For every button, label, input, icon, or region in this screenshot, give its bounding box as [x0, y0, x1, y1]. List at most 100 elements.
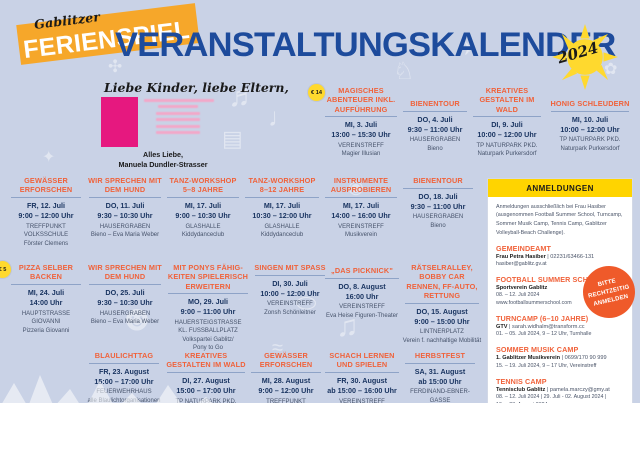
- event-divider: [245, 197, 319, 199]
- event-location: TP NATURPARK PKD.Naturpark Purkersdorf: [470, 142, 544, 159]
- registration-org-contact[interactable]: | sarah.widhalm@transform.cc: [507, 324, 585, 331]
- event-date: MI, 24. Juli 14:00 Uhr: [8, 288, 84, 307]
- event-date: SA, 31. August ab 15:00 Uhr: [402, 367, 478, 386]
- event-title: GEWÄSSER ERFORSCHEN: [19, 176, 73, 195]
- event-divider: [405, 362, 475, 364]
- event-title: KREATIVES GESTALTEN IM WALD: [166, 351, 246, 370]
- event-card[interactable]: BIENENTOUR DO, 4. Juli 9:30 – 11:00 Uhr HAU…: [400, 99, 470, 153]
- event-time: 9:30 – 11:00 Uhr: [410, 201, 466, 211]
- event-card[interactable]: TANZ-WORKSHOP 8–12 JAHRE MI, 17. Juli 10:3…: [242, 176, 322, 240]
- event-card[interactable]: KREATIVES GESTALTEN IM WALD DI, 9. Juli 10…: [470, 86, 544, 159]
- event-title: „DAS PICKNICK": [331, 266, 393, 275]
- event-divider: [325, 277, 399, 279]
- event-date: DI, 27. August 15:00 – 17:00 Uhr: [164, 376, 248, 395]
- event-host: Bieno: [430, 222, 446, 229]
- event-time: 9:00 – 12:00 Uhr: [18, 210, 74, 220]
- registration-group-details: 01. – 05. Juli 2024, 9 – 12 Uhr, Turnhal…: [496, 331, 592, 338]
- event-divider: [167, 372, 245, 374]
- event-venue: HAUSERGRABEN: [412, 214, 464, 221]
- event-host: Bieno – Eva Maria Weber: [90, 319, 160, 326]
- event-day: MI, 17. Juli: [184, 201, 222, 211]
- registration-org-contact[interactable]: | 0699/170 90 999: [560, 355, 607, 362]
- event-card[interactable]: MAGISCHES ABENTEUER INKL. AUFFÜHRUNG MI, …: [322, 86, 400, 159]
- registration-group-title: TURNCAMP (6–10 JAHRE): [496, 314, 589, 324]
- event-time: 14:00 – 16:00 Uhr: [331, 210, 391, 220]
- event-title: MIT PONYS FÄHIG­KEITEN SPIELERISCH ERWEI…: [167, 263, 249, 291]
- event-divider: [551, 110, 629, 112]
- event-venue: FEUERWEHRHAUS: [96, 389, 152, 396]
- event-venue: TP NATURPARK PKD.: [559, 137, 621, 144]
- event-time: ab 15:00 – 16:00 Uhr: [327, 385, 397, 395]
- event-location: HAUSERGRABEN Bieno – Eva Maria Weber: [86, 310, 164, 327]
- event-venue: VEREINSTREFF: [339, 398, 385, 405]
- event-date: DO, 8. August 16:00 Uhr: [322, 282, 402, 301]
- event-day: DI, 27. August: [182, 376, 230, 386]
- registration-group: SOMMER MUSIK CAMP 1. Gablitzer Musikverei…: [496, 345, 624, 370]
- event-date: DO, 11. Juli 9:30 – 10:30 Uhr: [86, 201, 164, 220]
- registration-org-contact[interactable]: | 02231/63466-131: [545, 253, 595, 260]
- star-icon: ✦: [42, 149, 56, 166]
- event-title: HONIG SCHLEUDERN: [550, 99, 630, 108]
- event-title: BLAULICHTTAG: [94, 351, 154, 360]
- event-location: HAUSERGRABEN Bieno – Eva Maria Weber: [86, 223, 164, 240]
- event-day: MI, 10. Juli: [571, 114, 609, 124]
- event-location: VEREINSTREFF Zonsh Schönleitner: [252, 300, 328, 317]
- event-title: INSTRUMENTE AUSPROBIEREN: [330, 176, 392, 195]
- event-title: SINGEN MIT SPASS: [254, 263, 326, 272]
- event-date: FR, 23. August 15:00 – 17:00 Uhr: [86, 367, 162, 386]
- event-day: SA, 31. August: [414, 366, 466, 376]
- event-host: Pizzeria Giovanni: [22, 327, 70, 334]
- event-divider: [325, 372, 399, 374]
- event-card[interactable]: WIR SPRECHEN MIT DEM HUND DO, 11. Juli 9:3…: [86, 176, 164, 240]
- registration-group-details: 15. – 19. Juli 2024, 9 – 17 Uhr, Vereins…: [496, 362, 597, 369]
- event-day: MI, 17. Juli: [342, 201, 380, 211]
- event-day: DO, 8. August: [338, 281, 386, 291]
- registration-org-contact[interactable]: | pamela.marczy@gmy.at: [545, 386, 610, 393]
- event-card[interactable]: INSTRUMENTE AUSPROBIEREN MI, 17. Juli 14:0…: [322, 176, 400, 240]
- event-venue: HAUERSTEIGSTRASSE: [174, 319, 242, 326]
- event-day: DI, 30. Juli: [272, 278, 308, 288]
- event-divider: [472, 116, 542, 118]
- event-time: 15:00 – 17:00 Uhr: [94, 376, 154, 386]
- event-title: HERBSTFEST: [414, 351, 466, 360]
- event-card[interactable]: PIZZA SELBER BACKEN MI, 24. Juli 14:00 Uhr…: [8, 263, 84, 335]
- event-day: DO, 4. Juli: [417, 114, 453, 124]
- event-title: SCHACH LERNEN UND SPIELEN: [329, 351, 395, 370]
- event-card[interactable]: MIT PONYS FÄHIG­KEITEN SPIELERISCH ERWEI…: [164, 263, 252, 353]
- event-host: Bieno – Eva Maria Weber: [90, 232, 160, 239]
- registration-group-details: 08. – 12. Juli 2024 www.footballsummersc…: [496, 292, 572, 307]
- event-card[interactable]: TANZ-WORKSHOP 5–8 JAHRE MI, 17. Juli 9:00 …: [164, 176, 242, 240]
- event-card[interactable]: BIENENTOUR DO, 18. Juli 9:30 – 11:00 Uhr HA…: [400, 176, 476, 230]
- event-card[interactable]: HONIG SCHLEUDERN MI, 10. Juli 10:00 – 12:0…: [548, 99, 632, 153]
- event-day: MI, 3. Juli: [344, 120, 378, 130]
- event-host: Naturpark Purkersdorf: [477, 151, 537, 158]
- registration-org-name: 1. Gablitzer Musikverein: [496, 355, 561, 362]
- event-location: TP NATURPARK PKD.Naturpark Purkersdorf: [548, 136, 632, 153]
- event-date: MI, 17. Juli 10:30 – 12:00 Uhr: [242, 201, 322, 220]
- event-venue: FERDINAND-EBNER-GASSE: [410, 389, 470, 404]
- event-time: 9:00 – 12:00 Uhr: [258, 385, 314, 395]
- event-divider: [255, 274, 325, 276]
- registration-group-org: GTV | sarah.widhalm@transform.cc: [496, 323, 624, 331]
- event-card[interactable]: GEWÄSSER ERFORSCHEN FR, 12. Juli 9:00 – 12…: [8, 176, 84, 248]
- event-location: VEREINSTREFF Musikverein: [322, 223, 400, 240]
- event-card[interactable]: WIR SPRECHEN MIT DEM HUND DO, 25. Juli 9:3…: [86, 263, 164, 327]
- event-card[interactable]: „DAS PICKNICK" DO, 8. August 16:00 Uhr VERE…: [322, 266, 402, 320]
- event-divider: [167, 197, 239, 199]
- violin-icon: ♩: [268, 102, 294, 132]
- event-day: MI, 28. August: [261, 376, 311, 386]
- event-location: GLASHALLE Kiddydanceclub: [164, 223, 242, 240]
- event-day: FR, 30. August: [336, 376, 388, 386]
- event-day: MI, 17. Juli: [263, 201, 301, 211]
- book-icon: ▤: [222, 126, 243, 151]
- event-date: DI, 30. Juli 10:00 – 12:00 Uhr: [252, 279, 328, 298]
- event-card[interactable]: RÄTSELRALLEY, BOBBY CAR RENNEN, FF-AUTO,…: [402, 263, 482, 345]
- event-location: VEREINSTREFF Eva Heise Figuren-Theater: [322, 303, 402, 320]
- event-venue: VEREINSTREFF: [339, 304, 385, 311]
- event-date: MI, 28. August 9:00 – 12:00 Uhr: [248, 376, 324, 395]
- intro-body-redacted: [144, 99, 216, 137]
- event-card[interactable]: SINGEN MIT SPASS DI, 30. Juli 10:00 – 12:0…: [252, 263, 328, 317]
- event-day: DO, 15. August: [416, 306, 468, 316]
- registration-group-org: Sportverein Gablitz: [496, 284, 624, 292]
